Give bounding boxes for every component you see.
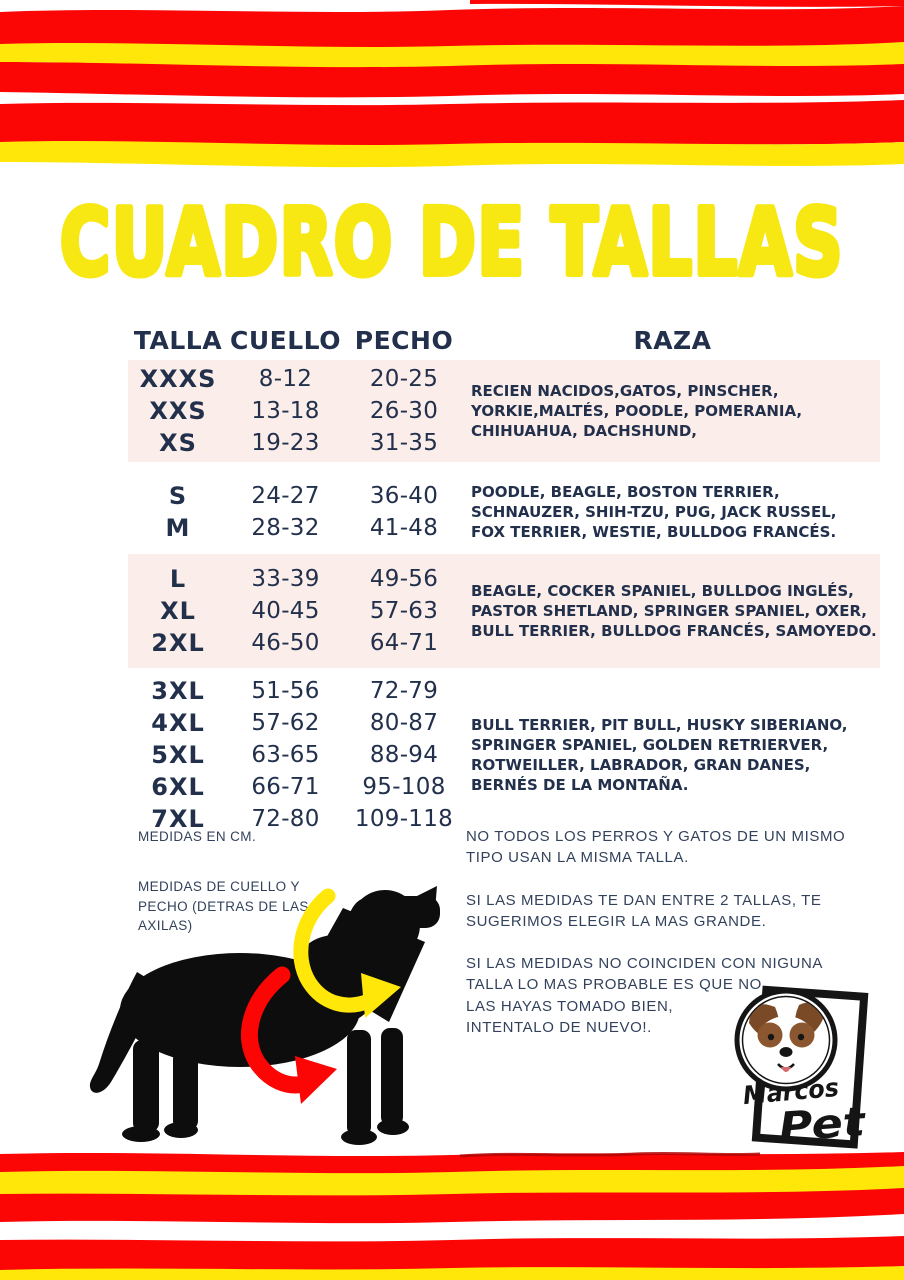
raza-cell: POODLE, BEAGLE, BOSTON TERRIER, SCHNAUZE…: [471, 482, 837, 542]
size-cell: XXS: [149, 397, 207, 425]
size-cell: 5XL: [151, 741, 205, 769]
size-cell: S: [168, 482, 188, 510]
size-cell: L: [169, 565, 187, 593]
bottom-stripes-decoration: [0, 1151, 904, 1280]
size-values: L 33-39 49-56 XL 40-45 57-63 2XL 46-50 6…: [128, 563, 465, 659]
cuello-cell: 40-45: [251, 598, 320, 624]
size-group-l-2xl: L 33-39 49-56 XL 40-45 57-63 2XL 46-50 6…: [128, 554, 880, 668]
size-group-3xl-7xl: 3XL 51-56 72-79 4XL 57-62 80-87 5XL 63-6…: [128, 675, 880, 835]
raza-cell: BEAGLE, COCKER SPANIEL, BULLDOG INGLÉS, …: [471, 581, 877, 641]
pecho-cell: 41-48: [369, 515, 439, 541]
pecho-cell: 109-118: [354, 806, 454, 832]
pecho-cell: 57-63: [369, 598, 439, 624]
size-cell: 3XL: [151, 677, 205, 705]
size-cell: 2XL: [151, 629, 205, 657]
column-header-pecho: PECHO: [354, 325, 454, 355]
pecho-cell: 80-87: [369, 710, 439, 736]
cuello-cell: 8-12: [258, 366, 313, 392]
cuello-cell: 72-80: [251, 806, 320, 832]
pecho-cell: 49-56: [369, 566, 439, 592]
size-cell: XXXS: [139, 365, 217, 393]
pecho-cell: 72-79: [369, 678, 439, 704]
dog-measurement-illustration: [89, 886, 440, 1145]
column-header-talla: TALLA: [133, 325, 223, 355]
pecho-cell: 95-108: [362, 774, 446, 800]
cuello-cell: 57-62: [251, 710, 320, 736]
cuello-cell: 13-18: [251, 398, 320, 424]
size-cell: XL: [160, 597, 196, 625]
note-no-match: SI LAS MEDIDAS NO COINCIDEN CON NIGUNA T…: [466, 955, 824, 1037]
size-group-s-m: S 24-27 36-40 M 28-32 41-48 POODLE, BEAG…: [128, 476, 880, 548]
chest-arrow-icon: [241, 966, 337, 1104]
size-cell: M: [165, 514, 191, 542]
cuello-cell: 19-23: [251, 430, 320, 456]
pecho-cell: 31-35: [369, 430, 439, 456]
column-header-raza: RAZA: [633, 325, 712, 355]
note-between-sizes: SI LAS MEDIDAS TE DAN ENTRE 2 TALLAS, TE…: [466, 891, 822, 930]
raza-cell: RECIEN NACIDOS,GATOS, PINSCHER, YORKIE,M…: [471, 381, 803, 441]
size-table: TALLA CUELLO PECHO RAZA XXXS 8-12 20-25 …: [128, 322, 880, 835]
column-header-cuello: CUELLO: [230, 325, 341, 355]
cuello-cell: 28-32: [251, 515, 320, 541]
cuello-cell: 33-39: [251, 566, 320, 592]
size-cell: 4XL: [151, 709, 205, 737]
note-units: MEDIDAS EN CM.: [138, 829, 257, 844]
cuello-cell: 63-65: [251, 742, 320, 768]
pecho-cell: 20-25: [369, 366, 439, 392]
dog-face-icon: [749, 1002, 823, 1074]
top-stripes-decoration: [0, 0, 904, 168]
pecho-cell: 64-71: [369, 630, 439, 656]
pecho-cell: 26-30: [369, 398, 439, 424]
size-cell: 6XL: [151, 773, 205, 801]
cuello-cell: 51-56: [251, 678, 320, 704]
note-measure-how: MEDIDAS DE CUELLO Y PECHO (DETRAS DE LAS…: [138, 879, 309, 934]
note-same-size: NO TODOS LOS PERROS Y GATOS DE UN MISMO …: [466, 828, 846, 867]
size-group-xxxs-xs: XXXS 8-12 20-25 XXS 13-18 26-30 XS 19-23…: [128, 360, 880, 462]
raza-cell: BULL TERRIER, PIT BULL, HUSKY SIBERIANO,…: [471, 715, 848, 795]
size-cell: 7XL: [151, 805, 205, 833]
cuello-cell: 46-50: [251, 630, 320, 656]
brand-logo: Marcos Pet: [734, 985, 868, 1151]
pecho-cell: 36-40: [369, 483, 439, 509]
pecho-cell: 88-94: [369, 742, 439, 768]
poster-title-art: CUADRO DE TALLAS: [57, 186, 845, 290]
size-values: S 24-27 36-40 M 28-32 41-48: [128, 480, 465, 544]
size-cell: XS: [159, 429, 197, 457]
table-header-row: TALLA CUELLO PECHO RAZA: [128, 322, 880, 358]
cuello-cell: 24-27: [251, 483, 320, 509]
cuello-cell: 66-71: [251, 774, 320, 800]
notes-right: NO TODOS LOS PERROS Y GATOS DE UN MISMO …: [466, 826, 886, 1059]
size-values: 3XL 51-56 72-79 4XL 57-62 80-87 5XL 63-6…: [128, 675, 465, 835]
page-title: CUADRO DE TALLAS: [60, 189, 844, 290]
neck-arrow-icon: [293, 888, 401, 1018]
logo-text-line2: Pet: [777, 1099, 868, 1151]
dog-silhouette: [89, 886, 440, 1145]
size-values: XXXS 8-12 20-25 XXS 13-18 26-30 XS 19-23…: [128, 363, 465, 459]
